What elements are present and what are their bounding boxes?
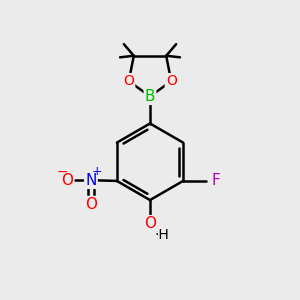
Text: −: −: [56, 164, 68, 178]
Text: N: N: [85, 173, 97, 188]
Text: O: O: [166, 74, 177, 88]
Text: O: O: [85, 197, 97, 212]
Text: +: +: [92, 165, 103, 178]
Text: F: F: [212, 173, 220, 188]
Text: B: B: [145, 89, 155, 104]
Text: O: O: [61, 173, 74, 188]
Text: O: O: [144, 216, 156, 231]
Text: ·H: ·H: [154, 228, 169, 242]
Text: O: O: [123, 74, 134, 88]
